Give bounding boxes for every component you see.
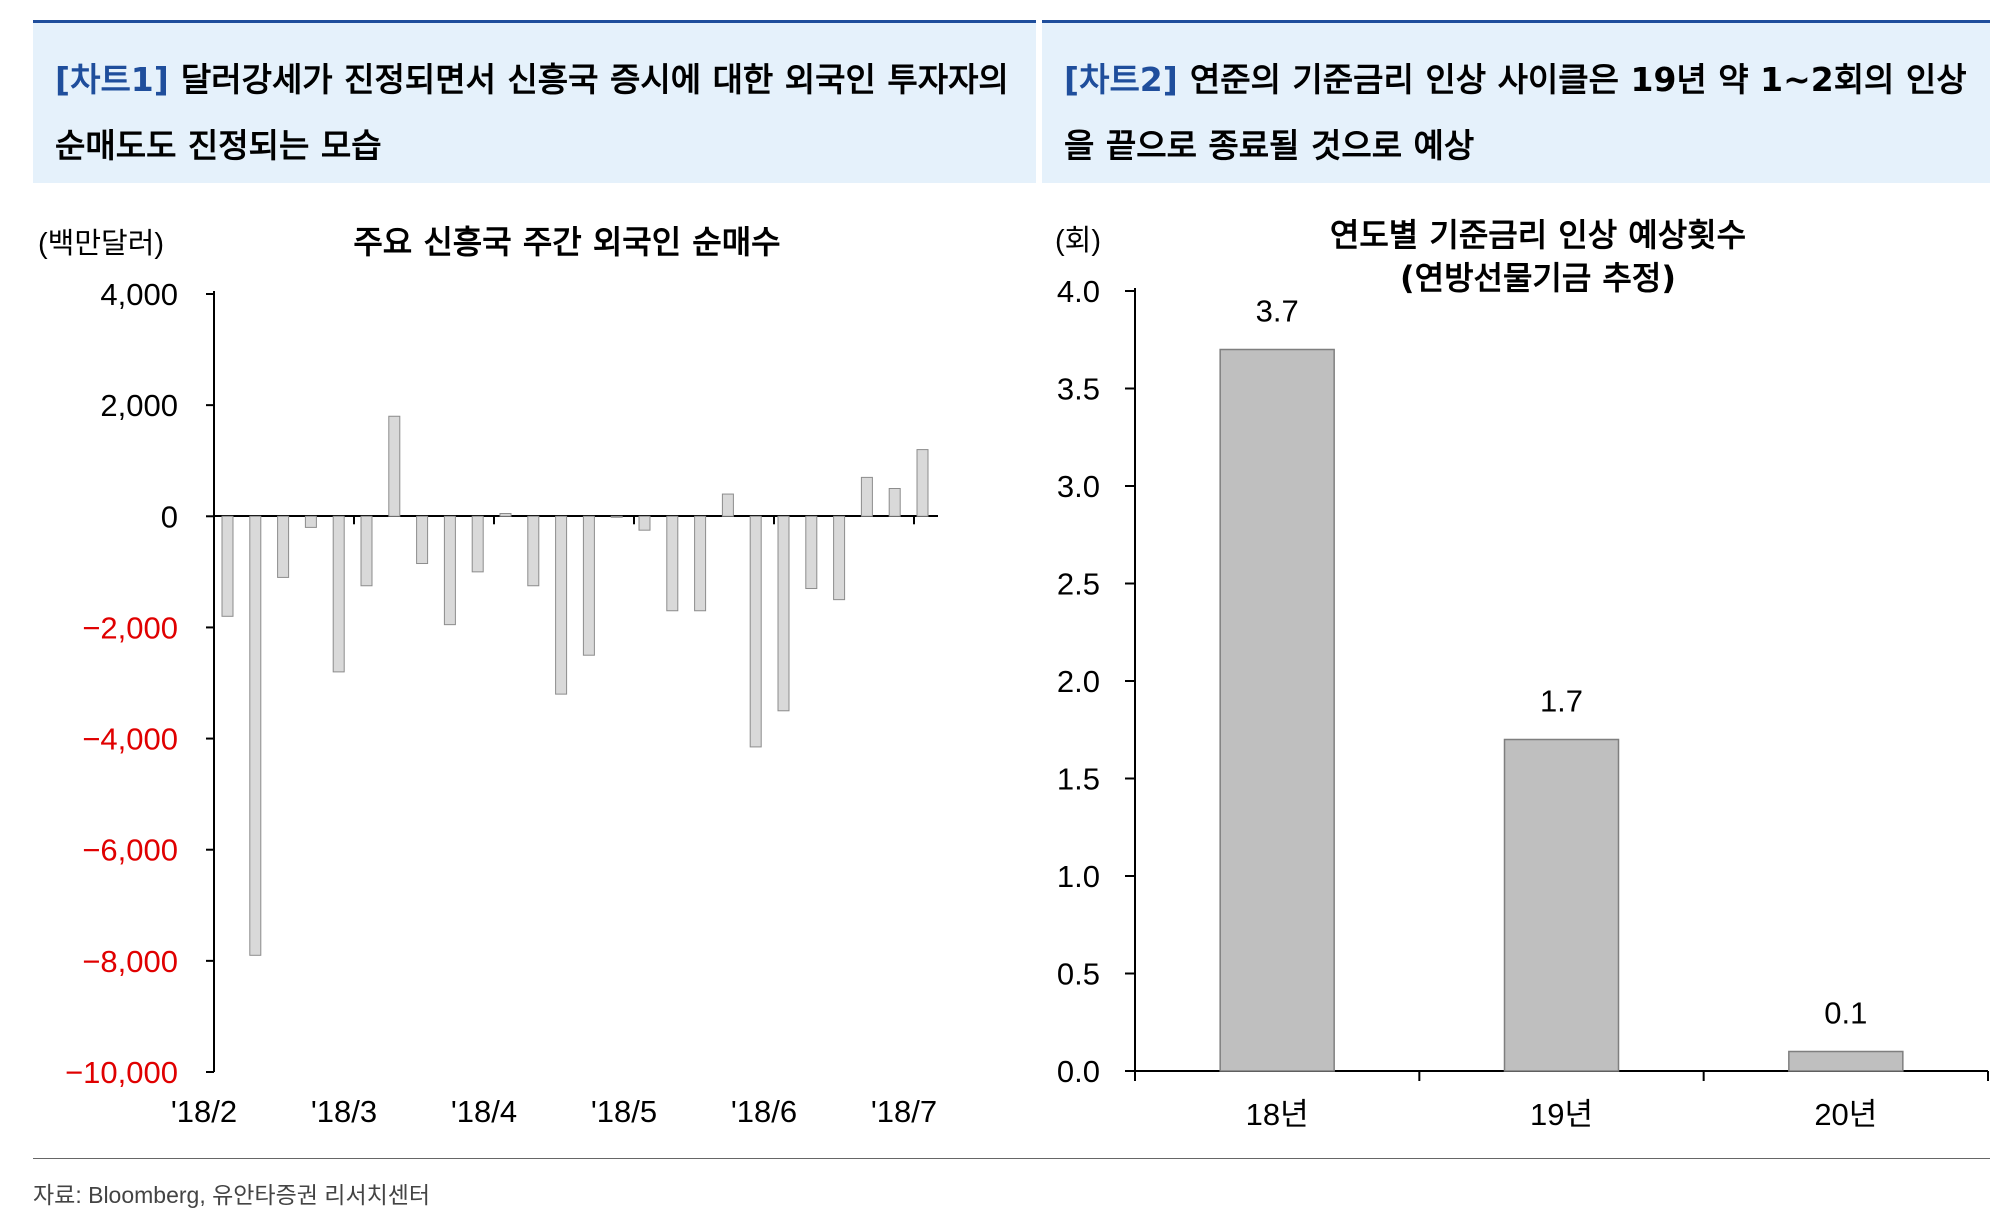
chart1-bar	[388, 415, 401, 517]
chart1-y-tick-label: −2,000	[82, 610, 178, 645]
chart2-bar	[1503, 738, 1620, 1072]
bottom-divider	[33, 1158, 1990, 1159]
panel1-title: [차트1] 달러강세가 진정되면서 신흥국 증시에 대한 외국인 투자자의 순매도…	[55, 47, 1035, 179]
chart1-y-tick-label: −6,000	[82, 833, 178, 868]
panel2-title: [차트2] 연준의 기준금리 인상 사이클은 19년 약 1~2회의 인상을 끝으…	[1064, 47, 1984, 179]
chart1-bar	[805, 515, 818, 590]
chart1-bar	[582, 515, 595, 656]
chart1-bar	[610, 515, 623, 518]
chart2-data-label: 1.7	[1540, 684, 1583, 719]
panel1-top-rule	[33, 20, 1036, 23]
chart1-y-tick-label: 4,000	[100, 277, 178, 312]
chart1-bar	[666, 515, 679, 612]
chart1-y-tick-label: −8,000	[82, 944, 178, 979]
chart1-x-tick-label: '18/7	[871, 1094, 937, 1129]
chart1-bar	[304, 515, 317, 528]
chart1-y-tick-label: 2,000	[100, 388, 178, 423]
chart1-x-tick-label: '18/4	[451, 1094, 517, 1129]
chart1-x-tick-label: '18/3	[311, 1094, 377, 1129]
chart2-y-tick-label: 0.5	[1057, 957, 1100, 992]
chart2-y-tick-label: 1.5	[1057, 762, 1100, 797]
chart2-subtitle: (연방선물기금 추정)	[1400, 259, 1676, 297]
chart2-x-tick-label: 20년	[1814, 1097, 1877, 1132]
chart1-x-tick-label: '18/5	[591, 1094, 657, 1129]
chart1-bar	[916, 449, 929, 517]
chart2-x-tick-label: 18년	[1246, 1097, 1309, 1132]
chart2-y-tick-label: 2.0	[1057, 664, 1100, 699]
panel1-tag: [차트1]	[55, 60, 169, 99]
panel2-tag: [차트2]	[1064, 60, 1178, 99]
chart2-data-label: 0.1	[1824, 996, 1867, 1031]
chart1-bar	[332, 515, 345, 673]
chart2-y-tick-label: 2.5	[1057, 567, 1100, 602]
chart2-bar	[1219, 348, 1335, 1072]
chart1-y-tick-label: −4,000	[82, 722, 178, 757]
chart1-bar	[860, 476, 873, 517]
chart1-bar	[471, 515, 484, 573]
source-note: 자료: Bloomberg, 유안타증권 리서치센터	[33, 1182, 431, 1208]
panel2-top-rule	[1042, 20, 1990, 23]
chart1-bar	[443, 515, 456, 626]
chart2-unit: (회)	[1055, 224, 1101, 257]
chart2-x-tick-label: 19년	[1530, 1097, 1593, 1132]
chart1-title: 주요 신흥국 주간 외국인 순매수	[353, 223, 780, 261]
chart1-bar	[638, 515, 651, 531]
chart2-rate-hike-expectations: (회) 연도별 기준금리 인상 예상횟수 (연방선물기금 추정) 4.0 3.5 3…	[1055, 216, 1989, 1132]
chart1-unit: (백만달러)	[38, 228, 164, 260]
chart1-y-tick-label: 0	[161, 499, 178, 534]
chart2-y-tick-label: 0.0	[1057, 1054, 1100, 1089]
chart1-bar	[360, 515, 373, 587]
panel1-heading: 달러강세가 진정되면서 신흥국 증시에 대한 외국인 투자자의 순매도도 진정되…	[55, 60, 1009, 165]
chart1-bar	[749, 515, 762, 748]
chart1-weekly-net-buying: (백만달러) 주요 신흥국 주간 외국인 순매수 4,000 2,000 0 −2,0…	[38, 223, 938, 1129]
panel2-header: [차트2] 연준의 기준금리 인상 사이클은 19년 약 1~2회의 인상을 끝으…	[1042, 23, 1990, 183]
chart2-y-tick-label: 3.5	[1057, 372, 1100, 407]
chart1-bar	[694, 515, 707, 612]
chart1-bar	[527, 515, 540, 587]
chart1-bar	[555, 515, 568, 695]
chart2-bar	[1788, 1050, 1904, 1072]
chart2-title: 연도별 기준금리 인상 예상횟수	[1330, 216, 1746, 254]
chart1-bar	[416, 515, 429, 565]
chart2-y-tick-label: 4.0	[1057, 274, 1100, 309]
chart1-bar	[888, 488, 901, 517]
panel1-header: [차트1] 달러강세가 진정되면서 신흥국 증시에 대한 외국인 투자자의 순매도…	[33, 23, 1036, 183]
panel2-heading: 연준의 기준금리 인상 사이클은 19년 약 1~2회의 인상을 끝으로 종료될…	[1064, 60, 1967, 165]
chart2-data-label: 3.7	[1256, 294, 1299, 329]
chart1-bar	[499, 513, 512, 517]
chart2-y-tick-label: 3.0	[1057, 469, 1100, 504]
chart1-x-tick-label: '18/2	[171, 1094, 237, 1129]
chart1-bar	[721, 493, 734, 517]
chart1-bar	[221, 515, 234, 617]
chart1-bar	[833, 515, 846, 601]
chart2-y-tick-label: 1.0	[1057, 859, 1100, 894]
chart1-bar	[777, 515, 790, 712]
chart1-bar	[249, 515, 262, 956]
chart1-bar	[277, 515, 290, 578]
chart1-y-tick-label: −10,000	[65, 1055, 178, 1090]
chart1-x-tick-label: '18/6	[731, 1094, 797, 1129]
